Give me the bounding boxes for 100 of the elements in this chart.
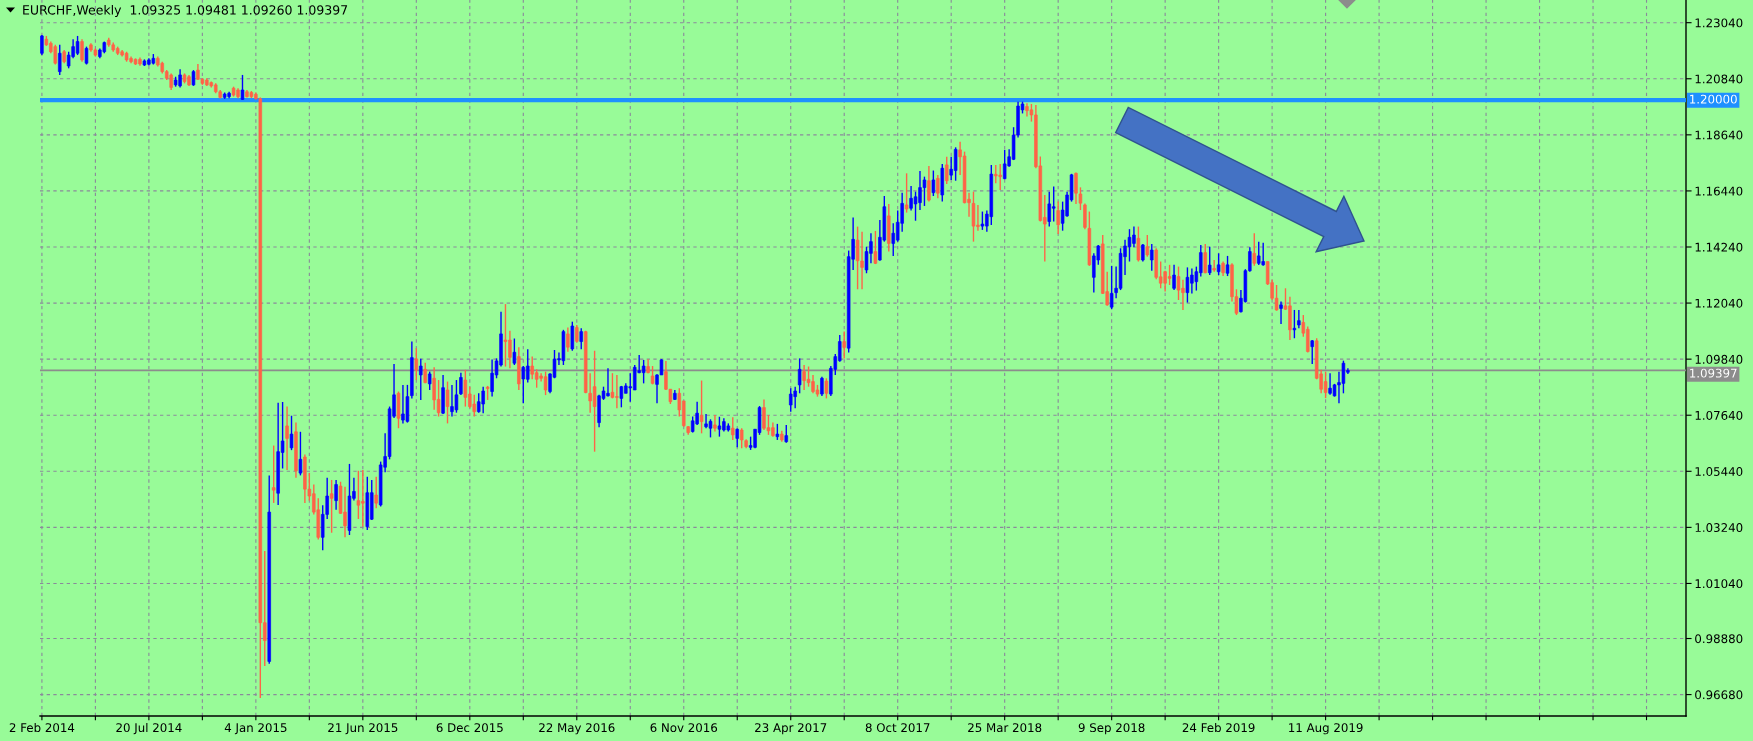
candlestick: [708, 418, 713, 439]
candlestick: [450, 384, 454, 418]
candlestick: [793, 385, 797, 410]
x-tick-label: 9 Sep 2018: [1078, 723, 1145, 735]
candlestick: [334, 479, 338, 511]
candlestick: [240, 74, 245, 101]
candlestick: [75, 35, 80, 56]
candlestick: [936, 174, 940, 200]
candlestick: [953, 146, 958, 182]
x-tick-label: 22 May 2016: [539, 723, 615, 735]
candlestick: [842, 330, 846, 360]
y-tick-label: 0.98880: [1695, 634, 1743, 644]
candlestick: [414, 347, 419, 381]
candlestick: [1297, 309, 1301, 329]
candlestick: [922, 175, 927, 207]
y-tick-label: 1.09840: [1695, 354, 1743, 364]
candlestick: [945, 156, 949, 185]
candlestick: [566, 326, 570, 353]
candlestick: [762, 398, 766, 431]
candlestick: [699, 379, 704, 435]
candlestick: [1323, 370, 1328, 399]
candlestick: [789, 387, 793, 413]
candlestick: [579, 327, 583, 350]
x-tick-label: 25 Mar 2018: [968, 723, 1042, 733]
candlestick: [797, 357, 802, 394]
candlestick: [1207, 246, 1212, 276]
candlestick: [1216, 252, 1221, 276]
candlestick: [1150, 243, 1154, 272]
x-tick-label: 4 Jan 2015: [224, 723, 287, 735]
candlestick: [1212, 259, 1216, 273]
candlestick: [1292, 309, 1297, 339]
y-tick-label: 1.12040: [1695, 298, 1743, 308]
y-tick-label: 1.20840: [1695, 74, 1743, 84]
candlestick: [543, 370, 548, 396]
candlestick: [641, 359, 646, 385]
candlestick: [80, 38, 84, 63]
candlestick: [904, 172, 909, 214]
candlestick: [298, 431, 303, 477]
candlestick: [824, 377, 829, 400]
candlestick: [419, 357, 423, 401]
candlestick: [1167, 264, 1172, 286]
x-tick-label: 23 Apr 2017: [755, 723, 827, 735]
candlestick: [512, 337, 517, 366]
candlestick: [1310, 339, 1314, 365]
candlestick: [931, 169, 936, 197]
candlestick: [285, 405, 289, 471]
candlestick: [610, 372, 615, 400]
candlestick: [994, 164, 998, 184]
candlestick: [1056, 200, 1060, 235]
candlestick: [1261, 241, 1265, 267]
candlestick: [271, 444, 276, 504]
candlestick: [1002, 149, 1007, 180]
x-tick-label: 8 Oct 2017: [865, 723, 930, 733]
y-tick-label: 1.18640: [1695, 130, 1743, 140]
candlestick: [1136, 225, 1141, 263]
candlestick: [820, 376, 824, 397]
candlestick: [343, 486, 347, 539]
candlestick: [459, 371, 463, 396]
candlestick: [971, 190, 976, 243]
candlestick: [735, 427, 739, 449]
candlestick: [1185, 266, 1190, 304]
candlestick: [481, 385, 485, 414]
candlestick: [534, 368, 539, 389]
candlestick: [1051, 185, 1056, 223]
candlestick: [436, 379, 441, 418]
x-tick-label: 21 Jun 2015: [328, 723, 398, 735]
candlestick: [1257, 240, 1261, 266]
candlestick: [731, 416, 735, 441]
candlestick: [445, 380, 450, 425]
candlestick: [427, 370, 432, 391]
candlestick: [374, 475, 378, 509]
candlestick: [1109, 265, 1114, 310]
candlestick: [289, 415, 294, 451]
candlestick: [401, 384, 405, 425]
x-tick-label: 6 Nov 2016: [650, 723, 718, 733]
candlestick: [860, 231, 864, 291]
candlestick: [329, 479, 334, 534]
chart-title: EURCHF,Weekly 1.09325 1.09481 1.09260 1.09397: [23, 4, 348, 18]
x-tick-label: 24 Feb 2019: [1182, 722, 1255, 733]
candlestick: [1225, 255, 1230, 277]
x-tick-label: 20 Jul 2014: [116, 722, 182, 735]
candlestick: [980, 210, 985, 231]
candlestick: [1252, 232, 1257, 267]
ref-line-label: 1.20000: [1690, 94, 1737, 104]
candlestick: [1203, 243, 1207, 274]
x-tick-label: 2 Feb 2014: [9, 722, 75, 733]
candlestick: [503, 303, 508, 368]
y-tick-label: 1.05440: [1695, 467, 1743, 476]
x-tick-label: 11 Aug 2019: [1289, 723, 1363, 735]
y-tick-label: 1.01040: [1695, 579, 1743, 589]
candlestick: [1145, 234, 1150, 258]
candlestick: [1074, 171, 1078, 205]
candlestick: [592, 350, 597, 453]
candlestick: [521, 365, 526, 404]
candlestick: [713, 414, 717, 433]
candlestick: [998, 163, 1002, 191]
candlestick: [927, 165, 931, 203]
candlestick: [570, 320, 575, 352]
y-tick-label: 1.07640: [1695, 410, 1743, 420]
y-tick-label: 1.14240: [1695, 242, 1743, 252]
